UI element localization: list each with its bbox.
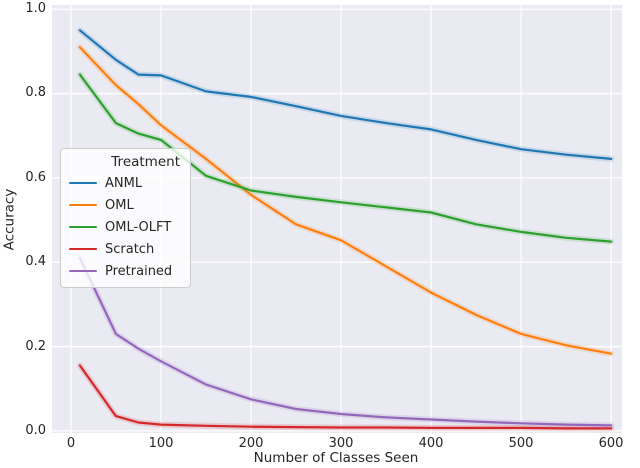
anml-line-swatch-icon [69, 181, 97, 185]
legend-label: Scratch [105, 241, 155, 257]
legend-label: ANML [105, 175, 143, 191]
x-tick-label: 0 [66, 436, 76, 451]
legend-item-oml-olft: OML-OLFT [69, 216, 182, 238]
legend-label: Pretrained [105, 263, 173, 279]
y-tick-label: 0.2 [25, 339, 46, 354]
y-tick-label: 0.8 [25, 85, 46, 100]
y-axis-label: Accuracy [1, 188, 18, 251]
y-tick-label: 0.6 [25, 170, 46, 185]
y-tick-label: 0.4 [25, 254, 46, 269]
series-line-pretrained [78, 256, 613, 427]
x-tick-label: 600 [598, 436, 624, 451]
series-line-anml [78, 29, 613, 160]
y-tick-label: 1.0 [25, 1, 46, 16]
legend-item-scratch: Scratch [69, 238, 182, 260]
series-line-oml-olft [78, 73, 613, 243]
oml-line-swatch-icon [69, 203, 97, 207]
series-line-oml [78, 46, 613, 355]
oml-olft-line-swatch-icon [69, 225, 97, 229]
legend-item-pretrained: Pretrained [69, 260, 182, 282]
scratch-line-swatch-icon [69, 247, 97, 251]
legend: Treatment ANML OML OML-OLFT Scratch Pret… [60, 148, 191, 288]
x-tick-label: 100 [148, 436, 174, 451]
x-axis-label: Number of Classes Seen [253, 450, 419, 466]
x-tick-label: 200 [238, 436, 264, 451]
series-line-scratch [78, 364, 613, 430]
legend-label: OML-OLFT [105, 219, 172, 235]
y-tick-label: 0.0 [25, 423, 46, 438]
x-tick-label: 500 [508, 436, 534, 451]
x-tick-label: 400 [418, 436, 444, 451]
legend-label: OML [105, 197, 134, 213]
x-tick-label: 300 [328, 436, 354, 451]
pretrained-line-swatch-icon [69, 269, 97, 273]
legend-title: Treatment [111, 154, 180, 170]
legend-item-anml: ANML [69, 172, 182, 194]
legend-item-oml: OML [69, 194, 182, 216]
